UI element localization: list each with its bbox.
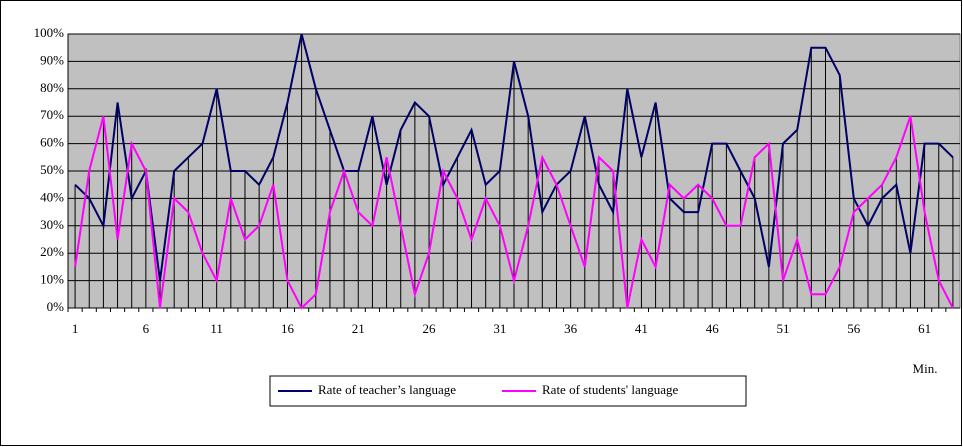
x-tick-label: 26 — [423, 321, 437, 336]
x-tick-label: 31 — [493, 321, 506, 336]
y-tick-label: 0% — [47, 299, 65, 314]
x-tick-label: 41 — [635, 321, 648, 336]
x-tick-label: 51 — [777, 321, 790, 336]
x-tick-label: 61 — [918, 321, 931, 336]
x-tick-label: 21 — [352, 321, 365, 336]
y-tick-label: 80% — [40, 80, 64, 95]
y-tick-label: 70% — [40, 107, 64, 122]
y-tick-label: 90% — [40, 52, 64, 67]
x-tick-label: 56 — [847, 321, 861, 336]
series-line — [74, 115, 954, 310]
legend-label: Rate of teacher’s language — [318, 382, 456, 397]
x-tick-label: 6 — [143, 321, 150, 336]
y-tick-label: 30% — [40, 217, 64, 232]
y-tick-label: 40% — [40, 189, 64, 204]
x-tick-label: 1 — [72, 321, 79, 336]
x-tick-label: 46 — [706, 321, 720, 336]
y-tick-label: 20% — [40, 244, 64, 259]
y-tick-label: 10% — [40, 272, 64, 287]
y-tick-label: 50% — [40, 162, 64, 177]
y-tick-label: 100% — [34, 25, 65, 40]
y-tick-label: 60% — [40, 135, 64, 150]
x-tick-label: 11 — [210, 321, 223, 336]
series-line — [74, 33, 954, 281]
x-tick-label: 16 — [281, 321, 295, 336]
x-tick-label: 36 — [564, 321, 578, 336]
legend-label: Rate of students' language — [542, 382, 679, 397]
x-axis-label: Min. — [913, 361, 938, 376]
